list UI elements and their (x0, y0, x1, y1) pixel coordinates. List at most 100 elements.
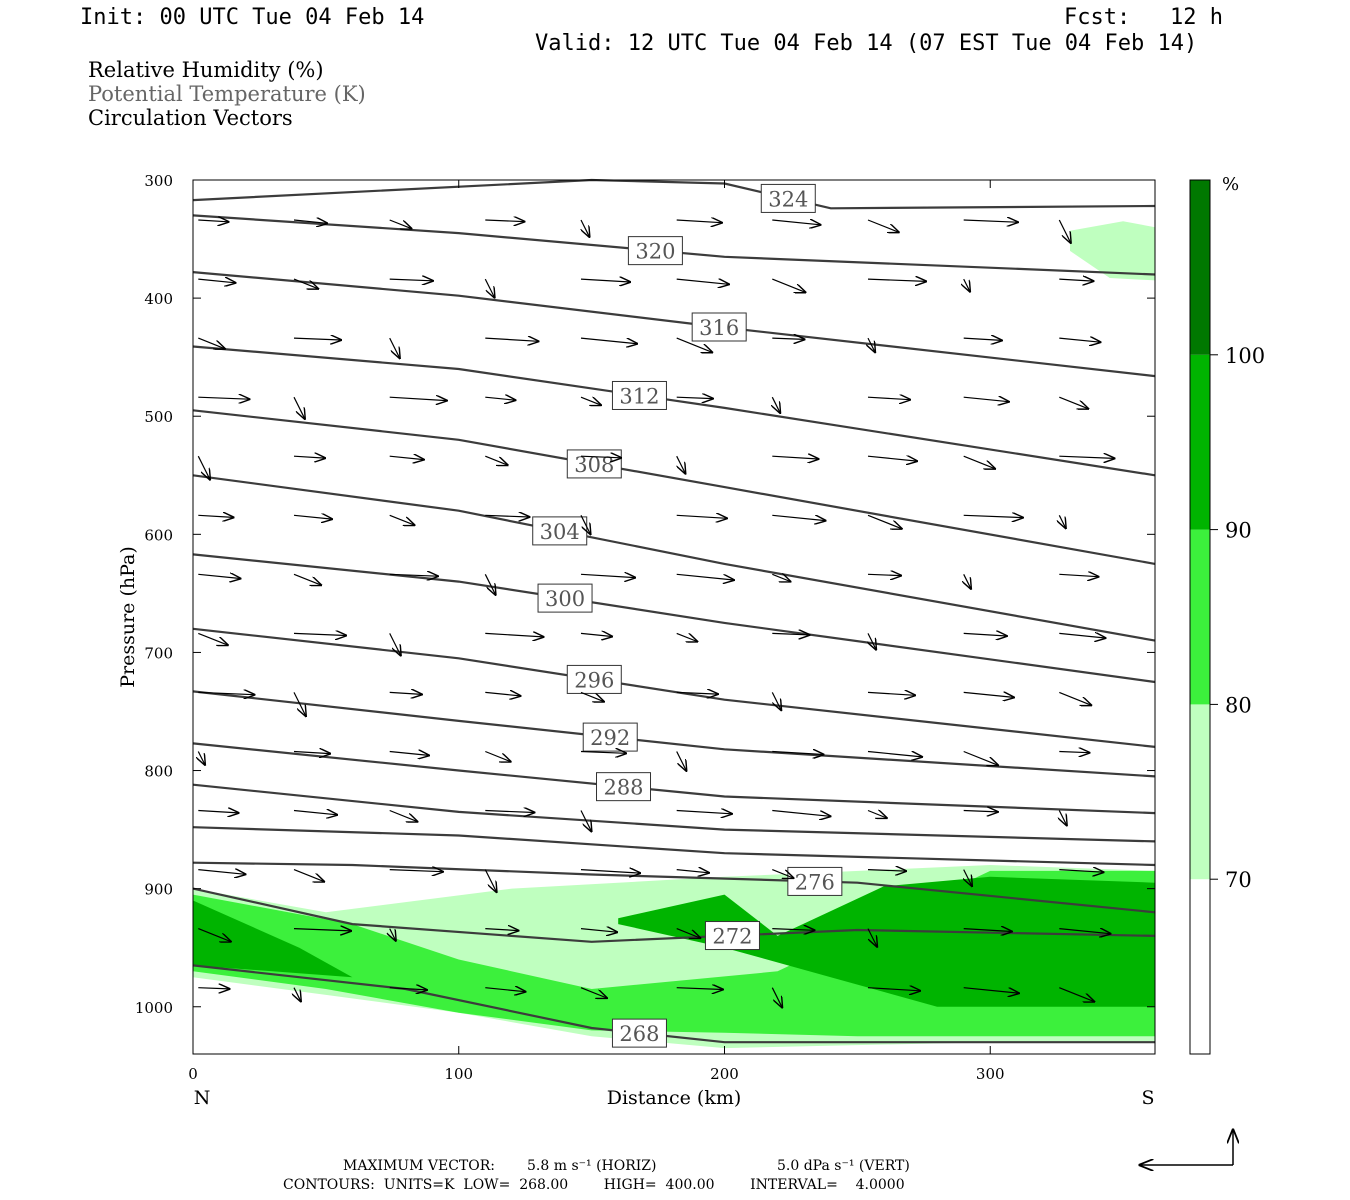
colorbar-swatch (1190, 879, 1210, 1054)
wind-vector (293, 752, 330, 754)
wind-vector (293, 456, 325, 458)
wind-vector (197, 455, 210, 479)
contour-label-box-268 (611, 1018, 667, 1048)
wind-vector (676, 870, 709, 873)
contour-label-272: 272 (712, 925, 752, 949)
rh-region-70-1 (1070, 221, 1155, 281)
axes: 300 400 500 600 700 800 900 1000 0 100 200 300 (135, 172, 1155, 1083)
wind-vector (485, 220, 524, 222)
wind-vector (389, 870, 443, 872)
wind-vector (676, 632, 697, 641)
wind-vector (581, 219, 589, 237)
wind-vector (389, 456, 424, 459)
wind-vector (868, 337, 875, 352)
y-tick-label: 400 (144, 290, 173, 308)
wind-vector (676, 988, 723, 990)
valid-time: Valid: 12 UTC Tue 04 Feb 14 (07 EST Tue … (535, 31, 1198, 56)
y-tick-label: 900 (144, 881, 173, 899)
colorbar-frame (1189, 179, 1211, 1055)
wind-vector (484, 574, 495, 594)
wind-vector (963, 515, 1023, 517)
wind-vector (1059, 810, 1066, 826)
wind-vector (484, 278, 494, 297)
wind-vector (772, 220, 820, 225)
theta-contour-288 (192, 742, 1156, 815)
contour-label-box-312 (611, 380, 667, 410)
theta-contour-296 (192, 627, 1156, 748)
theta-contour-308 (192, 409, 1156, 565)
wind-vector (676, 811, 732, 814)
rh-region-90-4 (618, 876, 1155, 1007)
wind-vector (198, 397, 249, 399)
contour-label-316: 316 (699, 316, 739, 340)
contour-label-312: 312 (619, 384, 659, 408)
wind-vector (867, 279, 926, 281)
wind-vector (580, 810, 591, 832)
wind-vector (676, 455, 686, 473)
wind-vector (1059, 574, 1098, 576)
wind-vector (772, 929, 814, 931)
contour-label-box-272 (704, 921, 760, 951)
colorbar-swatch (1190, 354, 1210, 530)
wind-vector (485, 338, 538, 341)
x-tick-label: 0 (188, 1065, 198, 1083)
theta-contour-292 (192, 690, 1156, 778)
x-tick-label: 200 (710, 1065, 739, 1083)
contour-label-box-288 (596, 772, 652, 802)
wind-vector (1059, 633, 1105, 638)
x-axis-title: Distance (km) (607, 1087, 742, 1109)
wind-vector (389, 809, 418, 822)
colorbar-label: 70 (1225, 868, 1252, 892)
wind-vector (580, 574, 635, 577)
contour-label-box-292 (582, 722, 638, 752)
wind-vector (963, 811, 998, 812)
colorbar-label: 80 (1225, 693, 1252, 717)
contour-label-box-324 (760, 183, 816, 213)
wind-vector (389, 752, 429, 756)
reference-vector-icon (1140, 1130, 1233, 1165)
max-vector-vert: 5.0 dPa s⁻¹ (VERT) (777, 1158, 910, 1174)
theta-contour-300 (192, 553, 1156, 684)
wind-vector (772, 338, 804, 339)
y-tick-label: 1000 (135, 999, 173, 1017)
wind-vector (867, 514, 902, 528)
legend-rh: Relative Humidity (%) (88, 58, 324, 82)
forecast-hour: Fcst: 12 h (1064, 5, 1223, 30)
wind-vector (771, 692, 781, 710)
theta-contour-316 (192, 271, 1156, 378)
contour-label-288: 288 (603, 776, 643, 800)
wind-vector (198, 279, 235, 283)
wind-vector (1058, 219, 1070, 243)
wind-vector (293, 869, 324, 882)
contour-label-box-276 (787, 866, 843, 896)
wind-vector (389, 219, 412, 229)
wind-vector (867, 692, 915, 695)
wind-vector (963, 338, 1002, 340)
contour-label-320: 320 (635, 240, 675, 264)
wind-vector (390, 928, 396, 941)
y-tick-label: 300 (144, 172, 173, 190)
wind-vector (676, 279, 729, 284)
wind-vector (293, 220, 327, 223)
wind-vector (676, 692, 718, 694)
wind-vector (198, 751, 205, 765)
max-vector-label: MAXIMUM VECTOR: (343, 1158, 495, 1174)
wind-vector (867, 988, 920, 991)
x-end-left: N (194, 1087, 211, 1109)
wind-vector (580, 987, 607, 998)
legend-vectors: Circulation Vectors (88, 106, 293, 130)
legend-theta: Potential Temperature (K) (88, 82, 366, 106)
wind-vector (963, 987, 1019, 994)
wind-vector (485, 692, 520, 696)
wind-vector (1059, 752, 1089, 753)
wind-vector (1059, 396, 1088, 409)
wind-vector (198, 692, 254, 694)
wind-vector (198, 988, 229, 989)
contour-label-box-300 (537, 583, 593, 613)
wind-vector (580, 279, 630, 282)
wind-vector (772, 396, 780, 413)
wind-vector (293, 573, 321, 585)
wind-vector (580, 337, 637, 344)
wind-vector (867, 811, 887, 819)
wind-vector (580, 929, 617, 933)
